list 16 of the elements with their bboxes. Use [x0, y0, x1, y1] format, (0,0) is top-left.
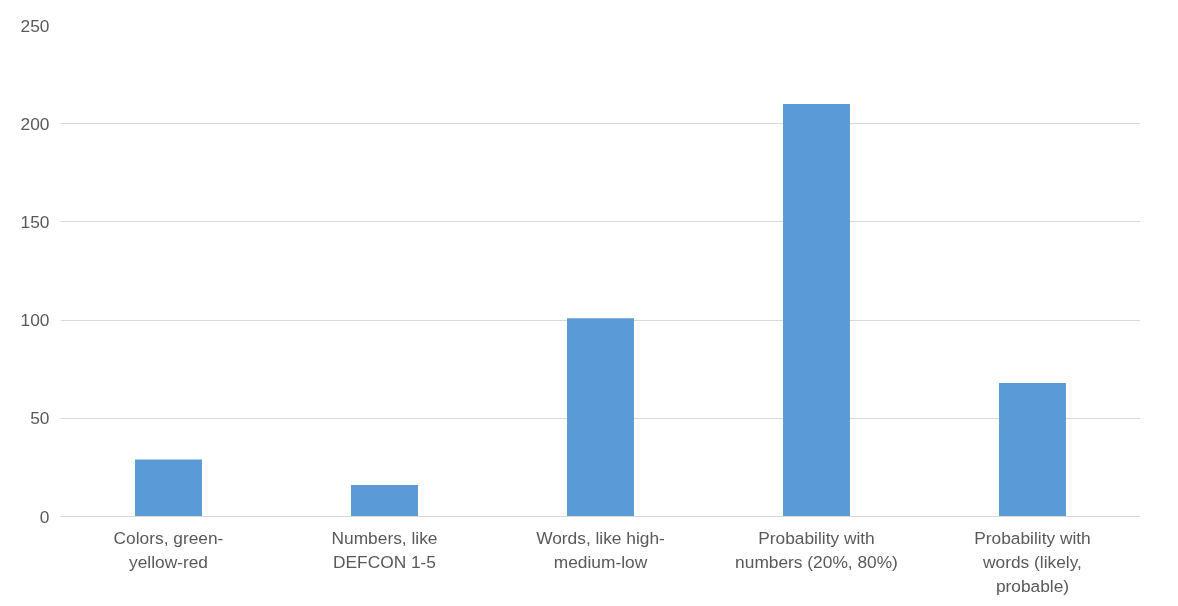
bar — [783, 104, 850, 517]
y-tick-label: 50 — [30, 408, 50, 429]
y-tick-label: 200 — [20, 113, 50, 134]
x-tick-label: Numbers, like DEFCON 1-5 — [331, 527, 438, 572]
x-tick-label: Words, like high-medium-low — [536, 527, 665, 572]
x-tick-label: Colors, green-yellow-red — [113, 527, 224, 572]
y-tick-label: 100 — [20, 310, 50, 331]
bar — [135, 459, 202, 517]
y-tick-label: 250 — [20, 15, 50, 36]
y-tick-label: 0 — [39, 506, 50, 527]
x-tick-label: Probability with numbers (20%, 80%) — [735, 527, 898, 572]
bar — [999, 382, 1066, 517]
bar — [567, 318, 634, 517]
y-tick-label: 150 — [20, 211, 50, 232]
bar — [351, 485, 418, 517]
x-tick-label: Probability with words (likely, probable) — [974, 527, 1091, 596]
